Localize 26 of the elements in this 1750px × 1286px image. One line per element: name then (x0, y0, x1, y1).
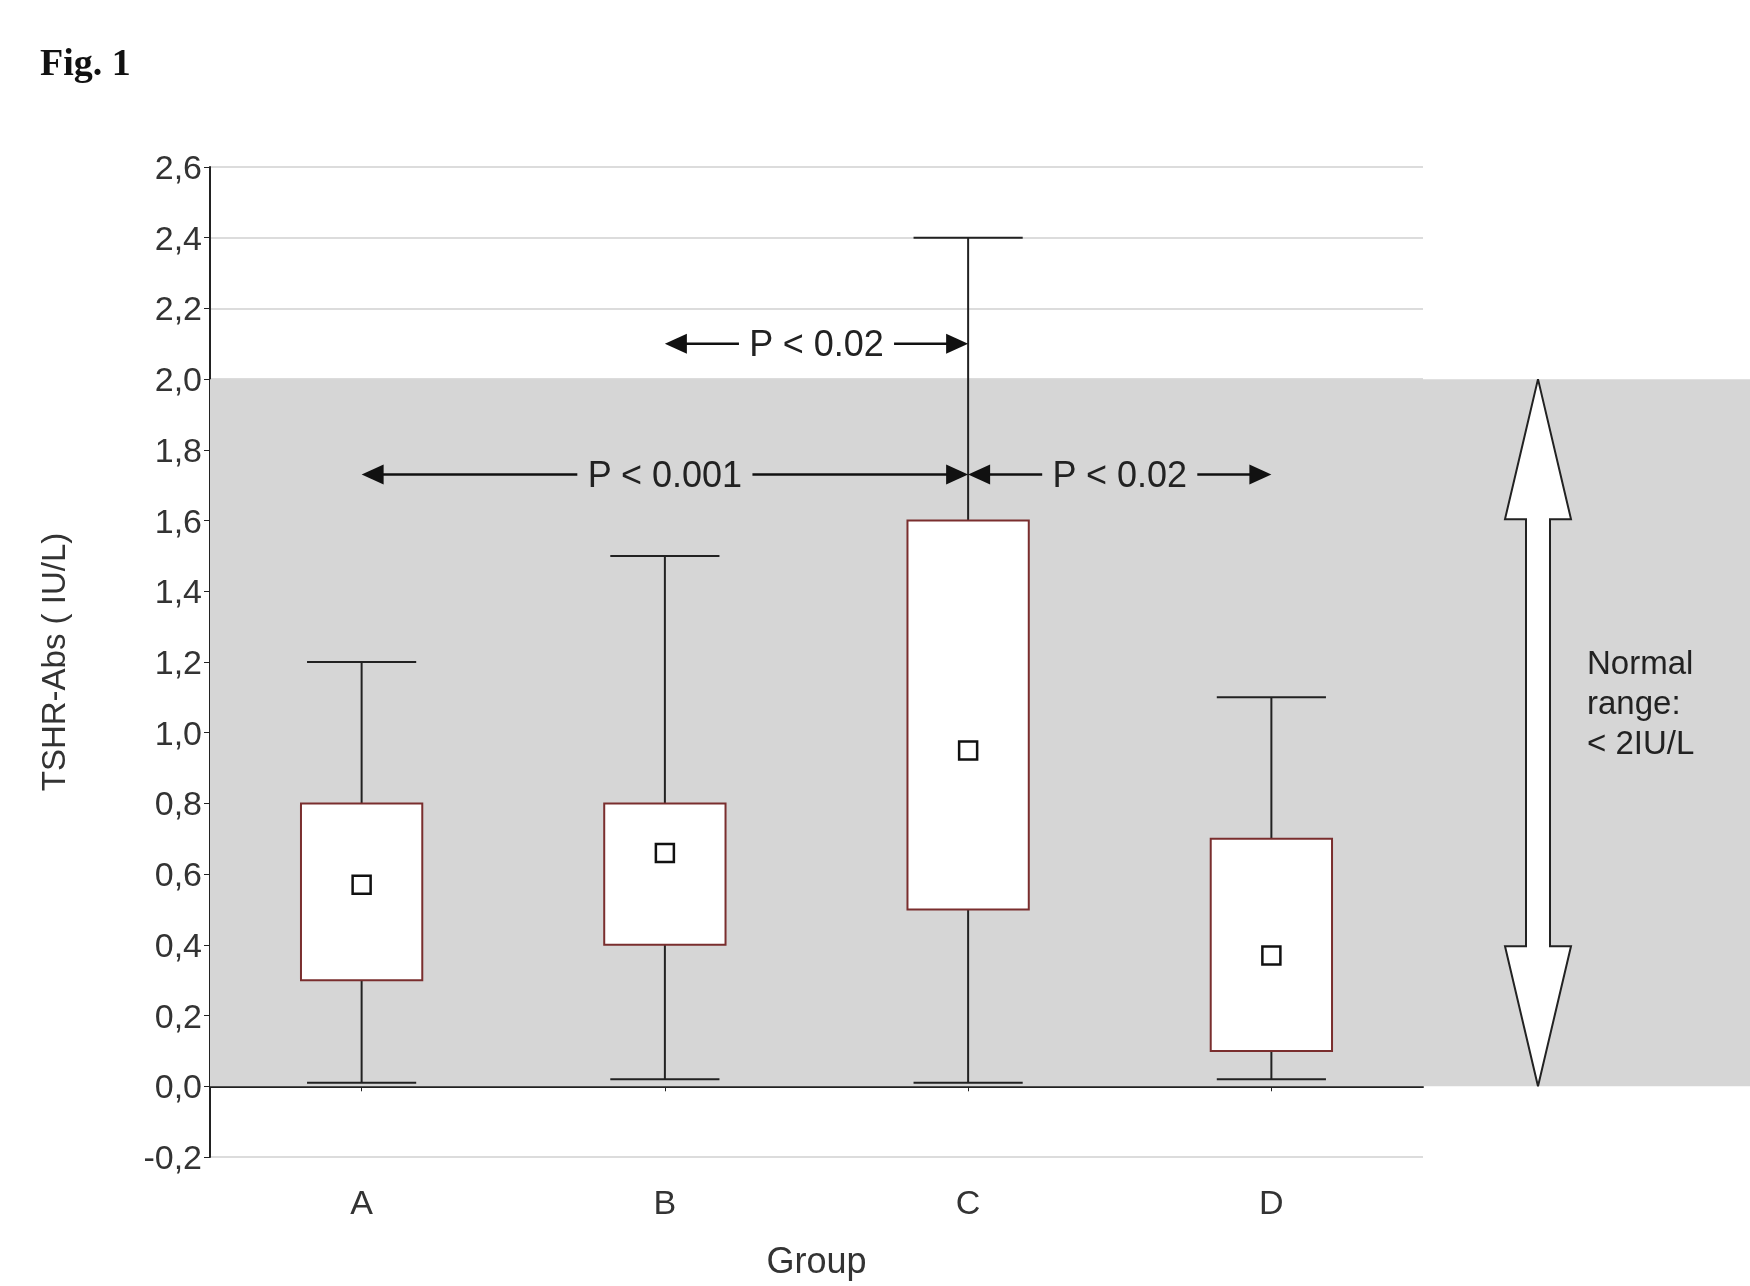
y-tick-label: 1,0 (154, 713, 202, 752)
y-tick-label: 0,6 (154, 855, 202, 894)
y-tick-label: 1,2 (154, 643, 202, 681)
annotation: P < 0.02 (749, 323, 884, 365)
x-tick-label: A (350, 1183, 374, 1221)
text: Normal range: < 2IU/L (1587, 643, 1695, 761)
annotation: P < 0.02 (1052, 454, 1187, 496)
y-tick-label: 0,8 (154, 784, 202, 823)
y-tick-label: 1,4 (154, 572, 202, 611)
y-tick-label: 0,4 (154, 925, 202, 964)
x-axis-title: Group (766, 1239, 867, 1281)
annotation: P < 0.001 (587, 454, 743, 496)
y-axis-title: TSHR-Abs ( IU/L) (35, 532, 72, 792)
y-tick-label: 0,2 (154, 996, 202, 1035)
x-tick-label: B (653, 1183, 677, 1221)
y-tick-label: 1,8 (154, 430, 202, 469)
chart-title: Fig. 1 (40, 41, 131, 83)
y-tick-label: 0,0 (154, 1067, 202, 1106)
x-tick-label: C (955, 1183, 981, 1221)
x-tick-label: D (1259, 1183, 1284, 1221)
y-tick-label: 2,2 (154, 289, 202, 328)
y-tick-label: 2,0 (154, 360, 202, 399)
y-tick-label: -0,2 (143, 1138, 202, 1176)
y-tick-label: 2,6 (154, 148, 202, 186)
y-tick-label: 2,4 (154, 218, 202, 257)
y-tick-label: 1,6 (154, 501, 202, 540)
